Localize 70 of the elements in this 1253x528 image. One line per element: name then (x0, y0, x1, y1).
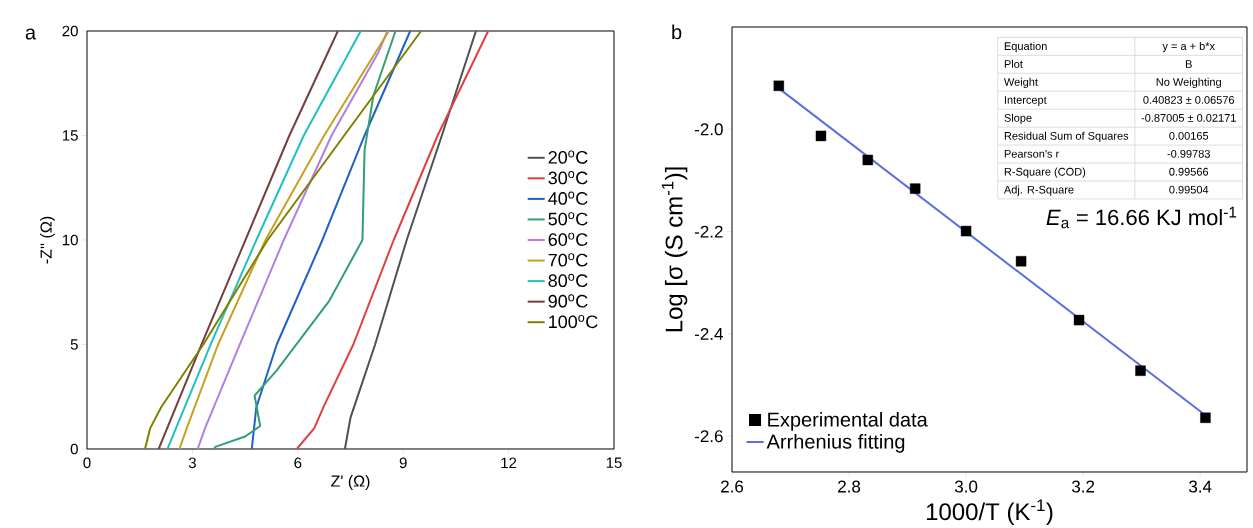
legend-label: 40$^{o}$C (548, 191, 588, 205)
legend-label: 80$^{o}$C (548, 273, 588, 287)
line-series (166, 29, 362, 450)
x-tick-label: 2.8 (838, 480, 861, 493)
line-series (295, 29, 490, 450)
y-tick-label: -2.0 (694, 123, 723, 136)
annotation: B (1185, 60, 1192, 68)
line-series (343, 29, 477, 450)
annotation: Plot (1004, 59, 1023, 68)
annotation: Weight (1003, 77, 1038, 88)
y-tick-label: 15 (62, 130, 78, 141)
legend-label: 50$^{o}$C (548, 212, 588, 226)
legend-label: 20$^{o}$C (548, 150, 588, 164)
chart-title: b (672, 24, 682, 40)
legend-label: Arrhenius fitting (766, 433, 905, 453)
x-axis-title: 1000/T (K$^{-1}$) (926, 499, 1053, 525)
point (773, 80, 785, 91)
legend-label: 100$^{o}$C (549, 314, 598, 328)
y-tick-label: -2.6 (694, 430, 723, 443)
annotation: Pearson's r (1004, 149, 1060, 158)
x-tick-label: 2.6 (721, 480, 744, 493)
chart-title: a (25, 28, 37, 40)
legend-label: 60$^{o}$C (548, 232, 588, 246)
point (909, 183, 921, 194)
annotation: E$_{a}$ = 16.66 KJ mol$^{-1}$ (1046, 206, 1237, 229)
line-series (250, 29, 412, 450)
point (815, 130, 827, 141)
annotation: -0.99783 (1167, 149, 1210, 158)
y-tick-label: -2.4 (694, 327, 723, 340)
annotation: Residual Sum of Squares (1004, 131, 1129, 142)
y-tick-label: 20 (62, 25, 78, 37)
x-tick-label: 3.4 (1189, 480, 1212, 493)
annotation: Adj. R-Square (1003, 185, 1074, 196)
annotation: y = a + b*x (1162, 41, 1215, 52)
point (862, 154, 873, 166)
annotation: 0.99504 (1169, 185, 1209, 194)
point (1200, 412, 1211, 423)
annotation: 0.00165 (1169, 131, 1209, 140)
x-tick-label: 3.0 (954, 480, 978, 493)
y-tick-label: -2.2 (694, 225, 723, 238)
legend-label: 30$^{o}$C (548, 170, 588, 185)
x-axis-title: Z' (Ω) (331, 474, 370, 490)
legend-label: 70$^{o}$C (548, 253, 588, 267)
x-tick-label: 0 (83, 457, 91, 468)
y-tick-label: 10 (62, 234, 78, 246)
point (960, 225, 972, 237)
x-tick-label: 15 (606, 457, 622, 468)
y-tick-label: 0 (70, 443, 78, 455)
line-series (143, 29, 423, 450)
annotation: Slope (1004, 113, 1032, 124)
annotation: Intercept (1004, 96, 1047, 106)
point (1015, 255, 1027, 267)
annotation: Equation (1004, 41, 1047, 52)
annotation: No Weighting (1156, 77, 1221, 88)
legend-label: 90$^{o}$C (548, 294, 588, 308)
point (1135, 365, 1146, 376)
x-tick-label: 6 (294, 457, 302, 468)
x-tick-label: 12 (501, 457, 517, 468)
annotation: 0.40823 ± 0.06576 (1143, 95, 1235, 104)
y-axis-title: Log [σ (S cm$^{-1}$)] (661, 167, 688, 332)
annotation: -0.87005 ± 0.02171 (1141, 113, 1236, 122)
x-tick-label: 3 (188, 457, 196, 468)
y-axis-title: -Z'' (Ω) (40, 216, 55, 264)
x-tick-label: 3.2 (1071, 480, 1095, 493)
y-tick-label: 5 (70, 339, 78, 350)
annotation: 0.99566 (1169, 167, 1209, 176)
point (1073, 314, 1085, 326)
x-tick-label: 9 (399, 457, 407, 468)
legend-label: Experimental data (768, 411, 928, 431)
annotation: R-Square (COD) (1004, 167, 1086, 178)
